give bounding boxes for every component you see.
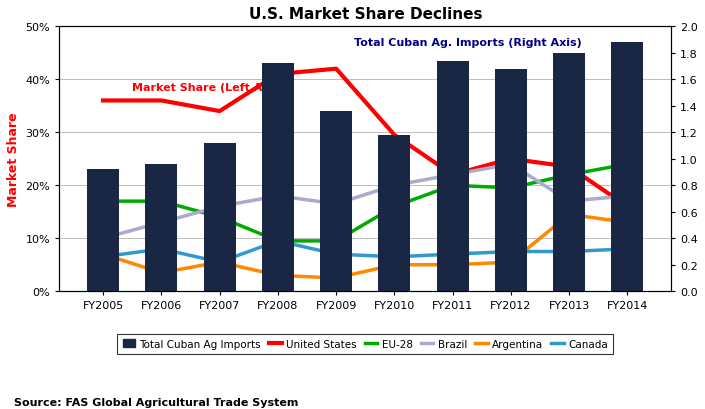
EU-28: [274, 239, 282, 244]
United States: [565, 165, 573, 170]
Line: Argentina: Argentina: [103, 215, 627, 278]
EU-28: [565, 173, 573, 178]
Canada: [332, 252, 341, 257]
Canada: [565, 249, 573, 254]
EU-28: [157, 199, 166, 204]
United States: [623, 204, 632, 209]
Bar: [204, 144, 235, 292]
Canada: [448, 252, 457, 257]
Line: United States: United States: [103, 70, 627, 207]
Argentina: [332, 276, 341, 281]
Argentina: [507, 260, 515, 265]
Canada: [507, 249, 515, 254]
Bar: [611, 43, 644, 292]
Legend: Total Cuban Ag Imports, United States, EU-28, Brazil, Argentina, Canada: Total Cuban Ag Imports, United States, E…: [118, 334, 613, 354]
Bar: [553, 54, 585, 292]
EU-28: [623, 162, 632, 167]
Title: U.S. Market Share Declines: U.S. Market Share Declines: [249, 7, 482, 22]
Canada: [216, 260, 224, 265]
United States: [99, 99, 107, 103]
Bar: [262, 64, 294, 292]
EU-28: [332, 239, 341, 244]
Line: EU-28: EU-28: [103, 165, 627, 241]
Argentina: [274, 273, 282, 278]
Brazil: [332, 202, 341, 207]
Canada: [274, 239, 282, 244]
EU-28: [507, 186, 515, 191]
Canada: [623, 247, 632, 252]
Text: Market Share (Left Axis): Market Share (Left Axis): [133, 83, 286, 93]
EU-28: [390, 204, 398, 209]
Brazil: [507, 162, 515, 167]
United States: [507, 157, 515, 162]
EU-28: [99, 199, 107, 204]
Bar: [320, 112, 352, 292]
Argentina: [565, 212, 573, 217]
United States: [332, 67, 341, 72]
EU-28: [448, 183, 457, 188]
Brazil: [448, 173, 457, 178]
Brazil: [565, 199, 573, 204]
Argentina: [99, 252, 107, 257]
United States: [390, 133, 398, 138]
Brazil: [623, 194, 632, 199]
United States: [216, 109, 224, 114]
Canada: [99, 255, 107, 260]
Bar: [495, 70, 527, 292]
Line: Brazil: Brazil: [103, 165, 627, 239]
Argentina: [216, 260, 224, 265]
Text: Total Cuban Ag. Imports (Right Axis): Total Cuban Ag. Imports (Right Axis): [354, 38, 582, 48]
Canada: [390, 255, 398, 260]
EU-28: [216, 215, 224, 220]
Text: Source: FAS Global Agricultural Trade System: Source: FAS Global Agricultural Trade Sy…: [14, 397, 298, 407]
Bar: [87, 170, 119, 292]
Argentina: [157, 271, 166, 276]
United States: [274, 72, 282, 77]
Brazil: [274, 194, 282, 199]
Canada: [157, 247, 166, 252]
Brazil: [216, 204, 224, 209]
Brazil: [99, 236, 107, 241]
Brazil: [390, 183, 398, 188]
Y-axis label: Market Share: Market Share: [7, 112, 20, 207]
Bar: [145, 165, 178, 292]
Argentina: [448, 263, 457, 267]
Argentina: [623, 220, 632, 225]
United States: [157, 99, 166, 103]
Bar: [436, 62, 469, 292]
Bar: [379, 135, 410, 292]
Argentina: [390, 263, 398, 267]
Line: Canada: Canada: [103, 241, 627, 263]
Brazil: [157, 220, 166, 225]
United States: [448, 173, 457, 178]
